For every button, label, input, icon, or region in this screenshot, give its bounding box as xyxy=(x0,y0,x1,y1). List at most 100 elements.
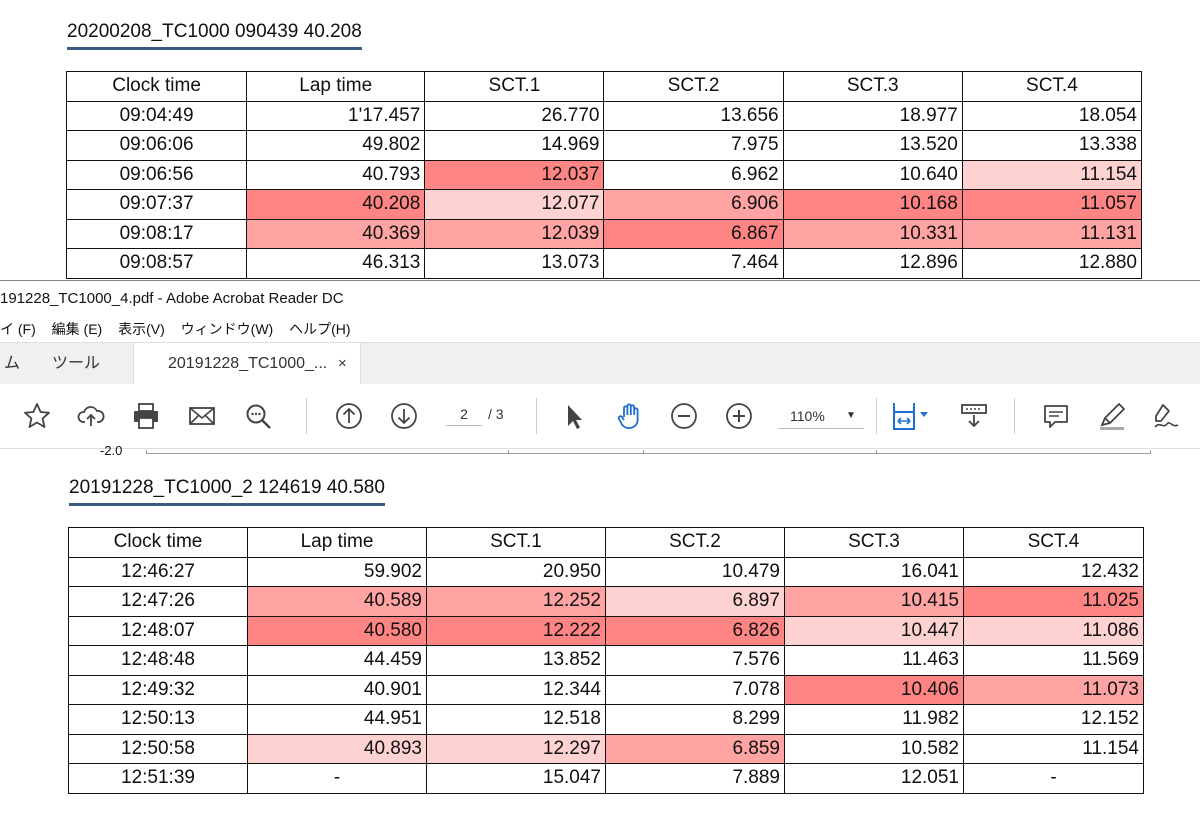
cell-sct3: 12.896 xyxy=(782,248,963,279)
table-row: 09:08:57 46.313 13.073 7.464 12.896 12.8… xyxy=(65,248,1143,279)
cell-lap: 40.793 xyxy=(246,159,426,190)
cell-clock: 12:51:39 xyxy=(68,763,248,794)
cell-sct3: 10.582 xyxy=(784,733,964,764)
col-header-sct4: SCT.4 xyxy=(961,71,1143,102)
heading-underline xyxy=(69,503,385,506)
chart-gridline xyxy=(643,450,644,453)
cell-sct2: 6.867 xyxy=(603,218,784,249)
cell-sct4: 12.880 xyxy=(961,248,1143,279)
zoom-in-icon[interactable] xyxy=(723,400,755,432)
table-row: 12:48:48 44.459 13.852 7.576 11.463 11.5… xyxy=(68,645,1144,676)
sign-icon[interactable] xyxy=(1150,400,1182,432)
col-header-clock: Clock time xyxy=(68,527,248,558)
col-header-sct1: SCT.1 xyxy=(424,71,605,102)
cell-sct1: 12.222 xyxy=(426,615,606,646)
cell-lap: 1'17.457 xyxy=(246,100,426,131)
cell-lap: 46.313 xyxy=(246,248,426,279)
cell-sct2: 13.656 xyxy=(603,100,784,131)
cell-clock: 09:07:37 xyxy=(65,189,248,220)
select-cursor-icon[interactable] xyxy=(558,400,590,432)
toolbar: 2 / 3 110% ▼ xyxy=(0,384,1200,449)
cell-sct3: 10.331 xyxy=(782,218,963,249)
menu-window[interactable]: ウィンドウ(W) xyxy=(180,321,274,337)
cell-sct3: 13.520 xyxy=(782,130,963,161)
col-header-sct2: SCT.2 xyxy=(603,71,784,102)
cell-sct3: 11.463 xyxy=(784,645,964,676)
lap-table-1: Clock time Lap time SCT.1 SCT.2 SCT.3 SC… xyxy=(65,71,1143,279)
menu-view[interactable]: 表示(V) xyxy=(118,321,165,337)
cell-sct1: 12.252 xyxy=(426,586,606,617)
table-row: 12:46:27 59.902 20.950 10.479 16.041 12.… xyxy=(68,556,1144,587)
col-header-sct3: SCT.3 xyxy=(784,527,964,558)
menu-file[interactable]: イ (F) xyxy=(0,321,36,337)
cell-sct4: 11.057 xyxy=(961,189,1143,220)
cell-lap: 44.459 xyxy=(247,645,427,676)
toolbar-separator xyxy=(876,398,877,434)
comment-icon[interactable] xyxy=(1040,400,1072,432)
highlight-pen-icon[interactable] xyxy=(1096,400,1128,432)
print-icon[interactable] xyxy=(130,400,162,432)
col-header-lap: Lap time xyxy=(246,71,426,102)
cell-sct1: 12.297 xyxy=(426,733,606,764)
cell-sct2: 7.576 xyxy=(605,645,785,676)
zoom-out-icon[interactable] xyxy=(668,400,700,432)
acrobat-window: 191228_TC1000_4.pdf - Adobe Acrobat Read… xyxy=(0,280,1200,450)
search-icon[interactable] xyxy=(242,400,274,432)
window-title: 191228_TC1000_4.pdf - Adobe Acrobat Read… xyxy=(0,290,344,307)
window-titlebar[interactable]: 191228_TC1000_4.pdf - Adobe Acrobat Read… xyxy=(0,280,1200,317)
cell-clock: 09:08:17 xyxy=(65,218,248,249)
cell-lap: 49.802 xyxy=(246,130,426,161)
scroll-mode-icon[interactable] xyxy=(958,400,990,432)
cell-sct3: 10.415 xyxy=(784,586,964,617)
menu-edit[interactable]: 編集 (E) xyxy=(51,321,103,337)
tab-home[interactable]: ム xyxy=(4,355,21,372)
cell-sct1: 12.344 xyxy=(426,674,606,705)
cell-sct3: 16.041 xyxy=(784,556,964,587)
cell-sct1: 13.852 xyxy=(426,645,606,676)
cell-lap: 40.589 xyxy=(247,586,427,617)
cell-sct3: 18.977 xyxy=(782,100,963,131)
cell-sct2: 6.962 xyxy=(603,159,784,190)
cell-sct4: 11.025 xyxy=(963,586,1144,617)
cell-sct2: 6.826 xyxy=(605,615,785,646)
hand-tool-icon[interactable] xyxy=(614,400,646,432)
cell-lap: 40.208 xyxy=(246,189,426,220)
fit-page-icon[interactable] xyxy=(890,400,936,432)
menu-help[interactable]: ヘルプ(H) xyxy=(289,321,351,337)
cell-sct3: 11.982 xyxy=(784,704,964,735)
cell-clock: 12:48:48 xyxy=(68,645,248,676)
col-header-sct3: SCT.3 xyxy=(782,71,963,102)
cell-clock: 09:08:57 xyxy=(65,248,248,279)
col-header-lap: Lap time xyxy=(247,527,427,558)
cell-sct1: 26.770 xyxy=(424,100,605,131)
table-row: 09:04:49 1'17.457 26.770 13.656 18.977 1… xyxy=(65,100,1143,131)
tab-document[interactable]: 20191228_TC1000_... × xyxy=(133,343,361,385)
arrow-down-icon[interactable] xyxy=(388,400,420,432)
mail-icon[interactable] xyxy=(186,400,218,432)
page-number-input[interactable]: 2 xyxy=(446,406,482,426)
col-header-sct1: SCT.1 xyxy=(426,527,606,558)
arrow-up-icon[interactable] xyxy=(333,400,365,432)
cell-sct3: 10.406 xyxy=(784,674,964,705)
chart-gridline xyxy=(876,450,877,453)
cell-clock: 12:50:13 xyxy=(68,704,248,735)
cell-lap: 40.893 xyxy=(247,733,427,764)
star-icon[interactable] xyxy=(21,400,53,432)
cloud-upload-icon[interactable] xyxy=(75,400,107,432)
cell-sct1: 12.077 xyxy=(424,189,605,220)
zoom-value: 110% xyxy=(790,408,825,424)
tab-tools[interactable]: ツール xyxy=(52,355,101,372)
table-row: 12:48:07 40.580 12.222 6.826 10.447 11.0… xyxy=(68,615,1144,646)
cell-sct4: 13.338 xyxy=(961,130,1143,161)
table-row: 12:49:32 40.901 12.344 7.078 10.406 11.0… xyxy=(68,674,1144,705)
close-icon[interactable]: × xyxy=(338,355,347,372)
tab-document-label: 20191228_TC1000_... xyxy=(168,355,328,372)
cell-sct4: 11.154 xyxy=(961,159,1143,190)
toolbar-separator xyxy=(306,398,307,434)
table-row: 12:50:13 44.951 12.518 8.299 11.982 12.1… xyxy=(68,704,1144,735)
cell-sct4: 11.073 xyxy=(963,674,1144,705)
zoom-select[interactable]: 110% ▼ xyxy=(778,404,864,429)
chevron-down-icon: ▼ xyxy=(846,410,856,421)
cell-sct1: 15.047 xyxy=(426,763,606,794)
cell-sct3: 10.168 xyxy=(782,189,963,220)
